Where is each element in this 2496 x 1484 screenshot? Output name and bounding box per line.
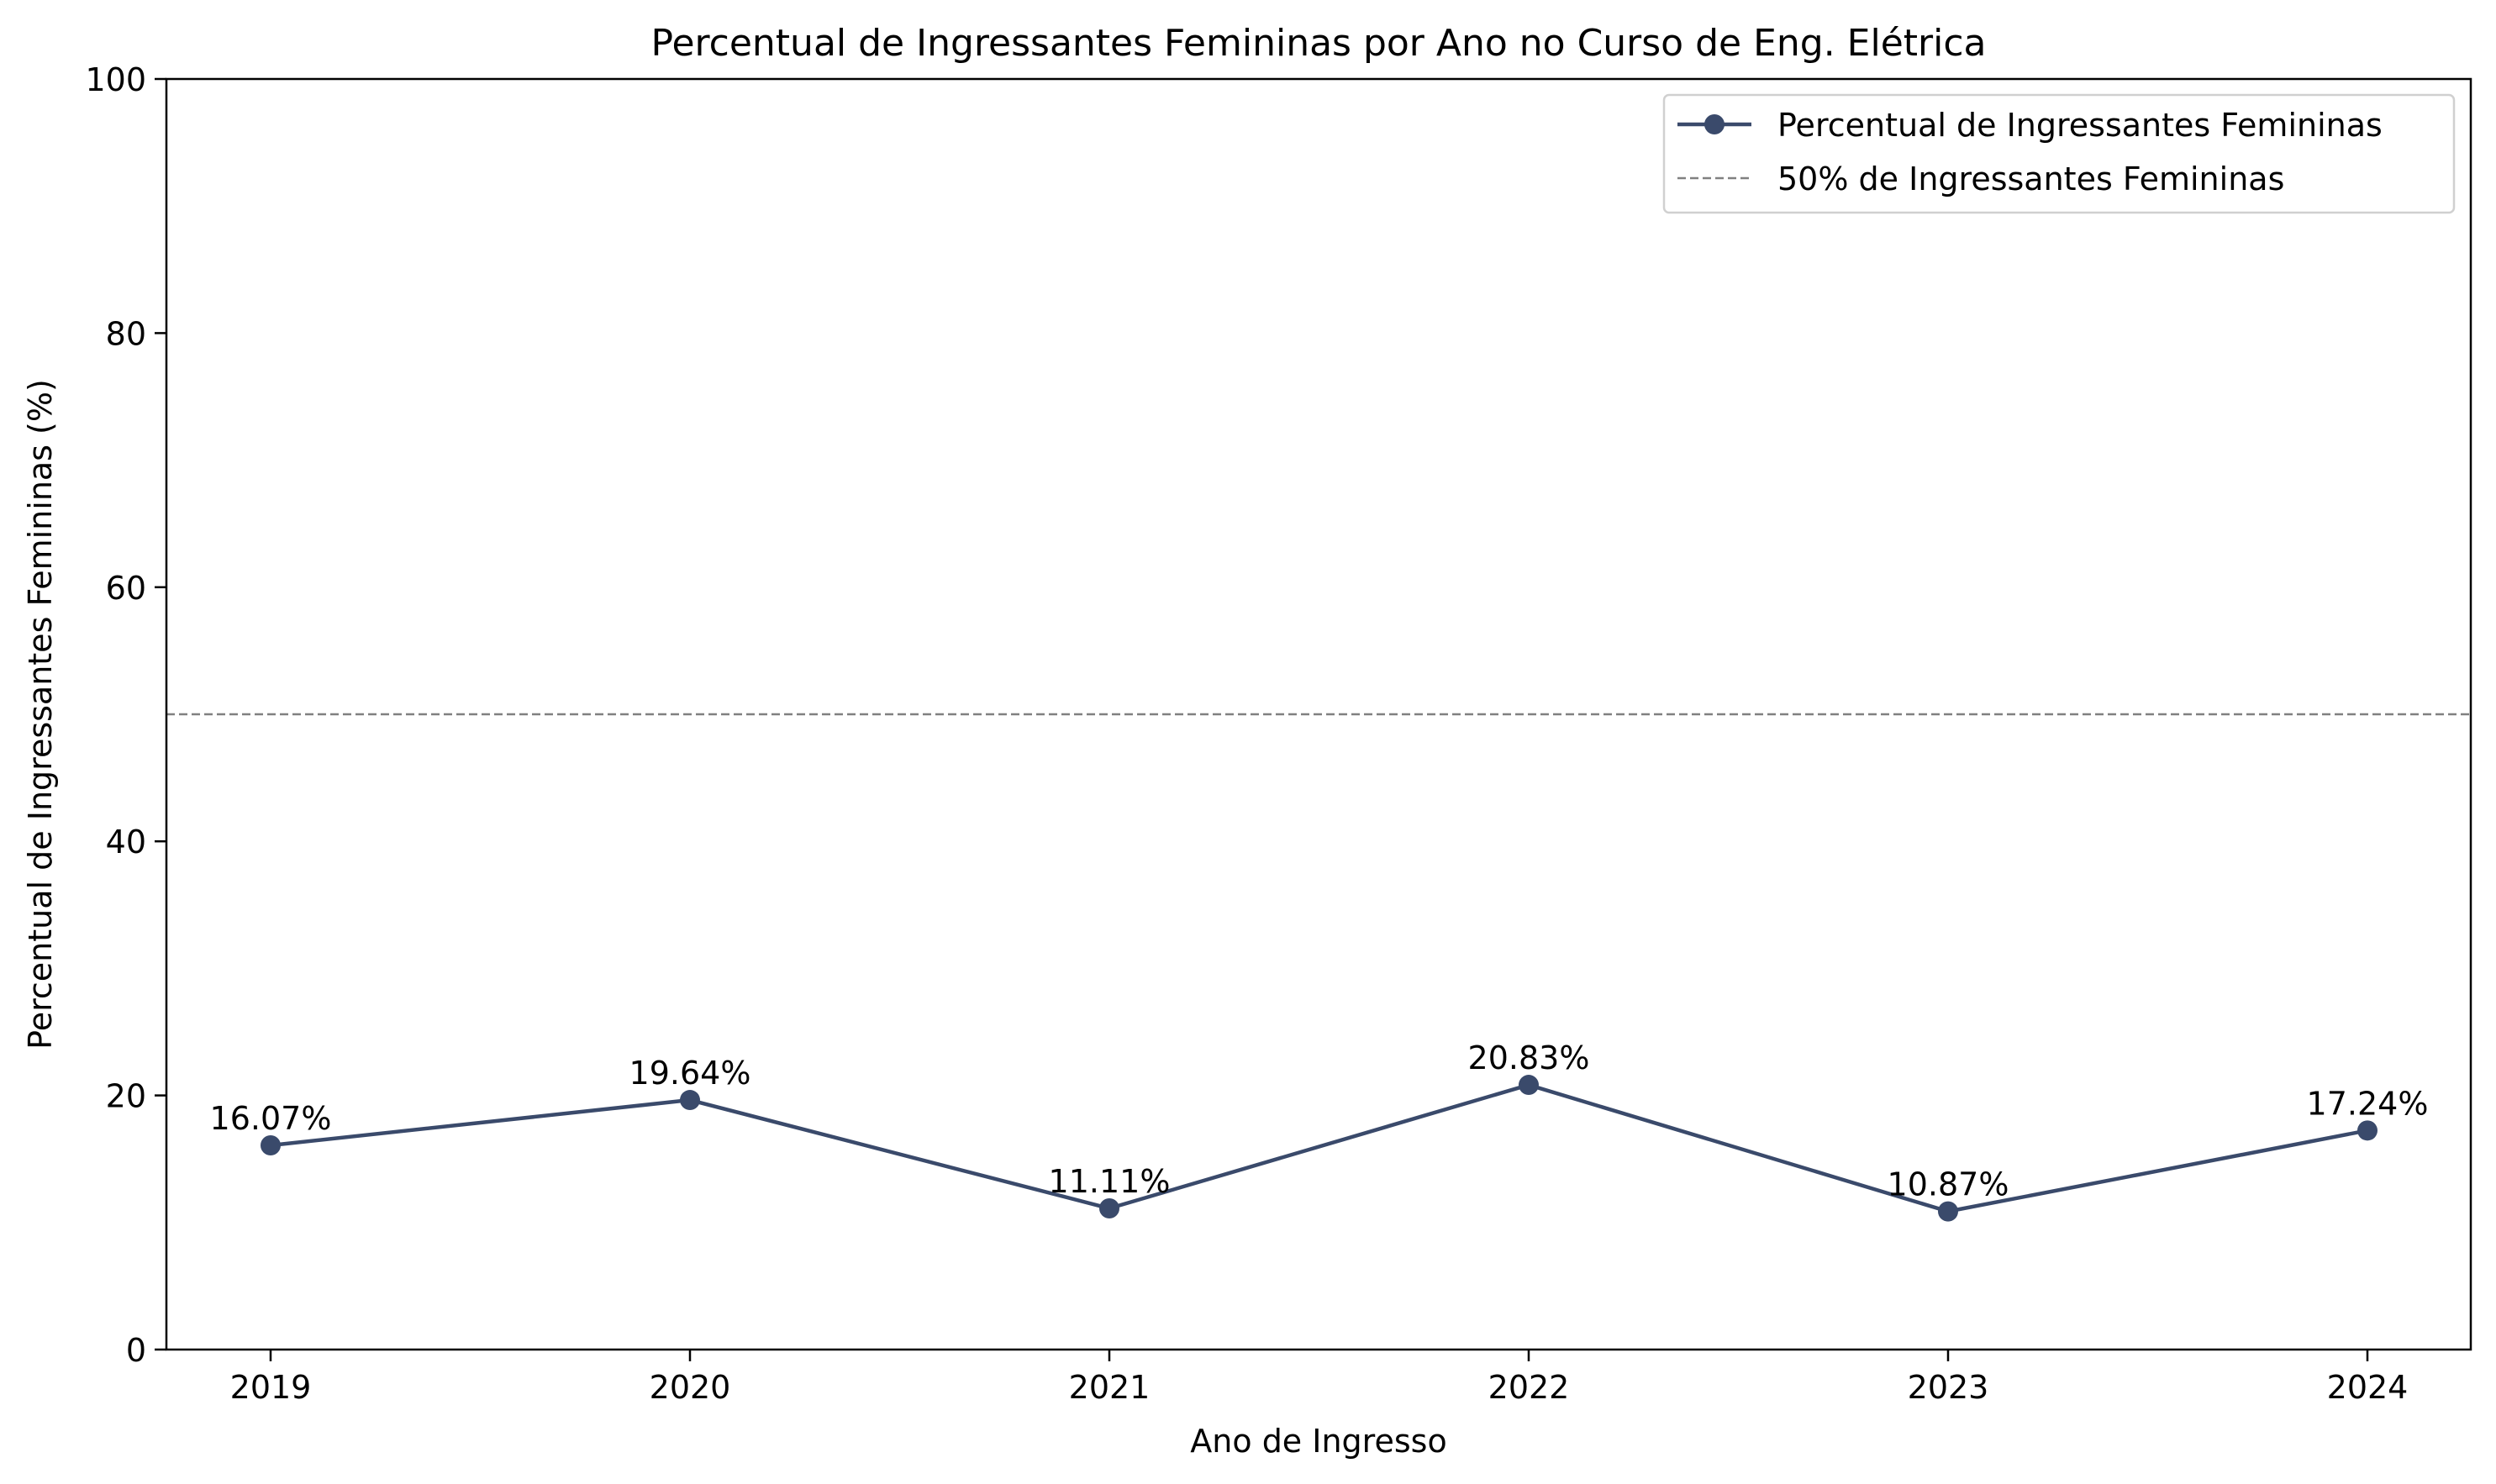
y-tick-label: 0	[126, 1332, 146, 1369]
y-tick-label: 20	[106, 1078, 146, 1115]
legend-frame	[1662, 93, 2456, 214]
x-axis-label: Ano de Ingresso	[1190, 1423, 1446, 1460]
y-axis-label: Percentual de Ingressantes Femininas (%)	[22, 379, 59, 1050]
x-axis-ticks: 2019 2020 2021 2022 2023 2024	[230, 1350, 2409, 1406]
data-point	[1099, 1198, 1119, 1219]
data-point	[261, 1135, 281, 1156]
plot-frame	[165, 77, 2472, 1351]
x-tick-label: 2023	[1908, 1369, 1989, 1406]
data-point	[1519, 1075, 1539, 1096]
x-tick-label: 2022	[1488, 1369, 1570, 1406]
y-tick-label: 40	[106, 824, 146, 860]
data-point	[680, 1090, 700, 1111]
chart-title: Percentual de Ingressantes Femininas por…	[651, 22, 1987, 65]
data-label: 16.07%	[210, 1100, 332, 1137]
x-tick-label: 2020	[650, 1369, 731, 1406]
series-line	[270, 1082, 2368, 1213]
data-label: 17.24%	[2307, 1085, 2429, 1122]
legend-series-label: Percentual de Ingressantes Femininas	[1777, 107, 2383, 144]
x-tick-label: 2021	[1069, 1369, 1151, 1406]
y-axis-ticks: 0 20 40 60 80 100	[85, 61, 166, 1369]
legend-series-marker	[1704, 114, 1725, 134]
data-label: 19.64%	[629, 1055, 751, 1092]
legend: Percentual de Ingressantes Femininas 50% …	[1662, 93, 2456, 214]
data-label: 10.87%	[1888, 1166, 2009, 1203]
legend-reference-label: 50% de Ingressantes Femininas	[1777, 161, 2284, 197]
series-layer: 16.07% 19.64% 11.11% 20.83% 10.87% 17.24%	[210, 1039, 2429, 1222]
data-point	[1938, 1201, 1958, 1222]
data-label: 20.83%	[1468, 1039, 1590, 1076]
x-tick-label: 2019	[230, 1369, 312, 1406]
x-tick-label: 2024	[2327, 1369, 2409, 1406]
data-label: 11.11%	[1049, 1163, 1171, 1200]
legend-items: Percentual de Ingressantes Femininas 50% …	[1677, 107, 2383, 197]
y-tick-label: 80	[106, 315, 146, 352]
y-tick-label: 60	[106, 570, 146, 607]
y-tick-label: 100	[85, 61, 146, 98]
data-point	[2357, 1120, 2378, 1141]
